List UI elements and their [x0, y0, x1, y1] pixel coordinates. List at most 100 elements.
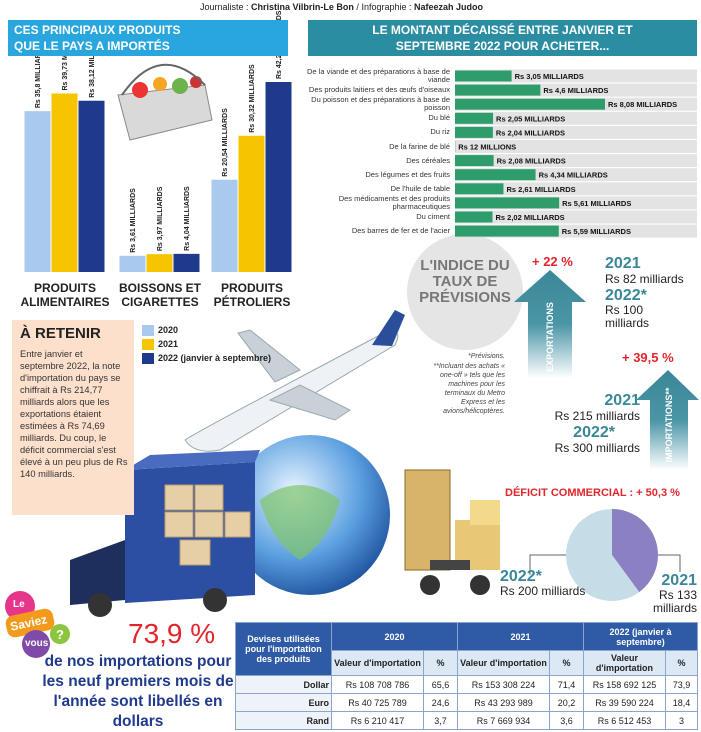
pie-slice — [566, 509, 640, 602]
table-cell: 3,6 — [549, 711, 584, 730]
basket-illustration — [117, 63, 213, 141]
category-label: De l'huile de table — [390, 183, 450, 193]
import-arrow — [636, 370, 699, 470]
import-arrow-label: IMPORTATIONS** — [664, 387, 674, 463]
table-cell: Devises utilisées pour l'importation des… — [235, 622, 332, 676]
category-label: Du ciment — [416, 212, 450, 221]
bar — [265, 82, 292, 272]
table-cell: Rs 108 708 786 — [331, 675, 424, 694]
bar — [455, 98, 605, 110]
value-label: Rs 12 MILLIONS — [458, 143, 516, 152]
bar — [455, 225, 559, 237]
table-cell: 65,6 — [423, 675, 458, 694]
bar — [51, 93, 78, 273]
category-label: De la viande et des préparations à base … — [306, 67, 450, 84]
did-you-know-badge — [5, 591, 70, 658]
table-cell: % — [423, 650, 458, 676]
pie-pointers — [529, 554, 681, 575]
table-cell: Rs 158 692 125 — [583, 675, 666, 694]
table-cell: Rs 39 590 224 — [583, 693, 666, 712]
table-cell: Rs 40 725 789 — [331, 693, 424, 712]
bar — [24, 111, 51, 272]
bar — [455, 70, 512, 82]
globe-land — [260, 485, 340, 560]
bar — [78, 100, 105, 272]
pie-category: 2021 — [661, 572, 697, 589]
bar — [455, 155, 494, 167]
chart-title: DÉFICIT COMMERCIAL : + 50,3 % — [505, 487, 680, 499]
table-cell: Rs 43 293 989 — [457, 693, 550, 712]
value-label: Rs 3,97 MILLIARDS — [157, 186, 164, 251]
legend-swatch — [142, 325, 154, 336]
key-points-text: Entre janvier et septembre 2022, la note… — [20, 349, 128, 479]
value-label: Rs 5,59 MILLIARDS — [562, 227, 631, 236]
credit-label: Journaliste : — [200, 2, 249, 12]
table-cell: Dollar — [235, 675, 332, 694]
category-label: Des légumes et des fruits — [365, 169, 450, 179]
category-label: PRODUITS PÉTROLIERS — [213, 281, 291, 309]
value-label: Rs 30,32 MILLIARDS — [249, 64, 256, 133]
table-cell: Rs 6 512 453 — [583, 711, 666, 730]
export-amount: Rs 82 milliards — [605, 272, 684, 286]
row-background — [455, 210, 697, 224]
legend-label: 2020 — [158, 325, 179, 335]
table-cell: 20,2 — [549, 693, 584, 712]
import-year: 2021 — [604, 392, 640, 409]
bar — [455, 126, 493, 138]
legend-label: 2022 (janvier à septembre) — [158, 353, 272, 363]
plane — [184, 310, 405, 452]
key-points-box — [12, 320, 134, 515]
import-change: + 39,5 % — [622, 350, 674, 365]
index-circle — [407, 234, 523, 350]
value-label: Rs 20,54 MILLIARDS — [222, 108, 229, 177]
pie-value-label: Rs 200 milliards — [500, 584, 586, 598]
credit-name: Christina Vilbrin-Le Bon — [251, 2, 354, 12]
category-label: Des barres de fer et de l'acier — [351, 226, 450, 236]
value-label: Rs 39,73 MILLIARDS — [62, 22, 69, 91]
export-year: 2021 — [605, 255, 641, 272]
key-points-title: À RETENIR — [20, 325, 101, 342]
bar — [455, 84, 541, 96]
value-label: Rs 3,05 MILLIARDS — [515, 72, 584, 81]
bar — [173, 253, 200, 272]
pie-value-label: Rs 133 milliards — [652, 588, 697, 615]
bar — [119, 255, 146, 272]
category-label: PRODUITS ALIMENTAIRES — [20, 281, 110, 309]
table-cell: Rs 7 669 934 — [457, 711, 550, 730]
table-cell: Rand — [235, 711, 332, 730]
legend-swatch — [142, 339, 154, 350]
table-cell: Valeur d'importation — [457, 650, 550, 676]
table-cell: 24,6 — [423, 693, 458, 712]
forklift — [404, 469, 500, 595]
value-label: Rs 8,08 MILLIARDS — [608, 100, 677, 109]
value-label: Rs 2,04 MILLIARDS — [496, 128, 565, 137]
credits: Journaliste : Christina Vilbrin-Le Bon /… — [200, 2, 483, 12]
value-label: Rs 2,02 MILLIARDS — [496, 213, 565, 222]
category-label: Du riz — [430, 127, 450, 137]
value-label: Rs 2,05 MILLIARDS — [496, 114, 565, 123]
value-label: Rs 4,04 MILLIARDS — [184, 186, 191, 251]
category-label: Des produits laitiers et des œufs d'oise… — [308, 85, 450, 95]
row-background — [455, 140, 697, 153]
currency-table: Devises utilisées pour l'importation des… — [235, 622, 698, 730]
value-label: Rs 4,34 MILLIARDS — [539, 171, 608, 180]
category-label: Du blé — [428, 113, 450, 123]
category-label: Du poisson et des préparations à base de… — [311, 95, 450, 113]
legend-label: 2021 — [158, 339, 179, 349]
row-background — [455, 182, 697, 196]
row-background — [455, 125, 697, 139]
bar — [238, 135, 265, 272]
value-label: Rs 4,6 MILLIARDS — [543, 86, 608, 95]
value-label: Rs 35,8 MILLIARDS — [35, 43, 42, 108]
chart-title-text: CES PRINCIPAUX PRODUITS QUE LE PAYS A IM… — [14, 23, 181, 53]
forecast-note: *Prévisions. — [468, 353, 505, 360]
import-amount: Rs 215 milliards — [554, 409, 640, 423]
bar — [455, 197, 560, 209]
truck — [70, 450, 260, 617]
import-year: 2022* — [573, 424, 615, 441]
chart-title: CES PRINCIPAUX PRODUITS QUE LE PAYS A IM… — [8, 20, 288, 56]
table-cell: 71,4 — [549, 675, 584, 694]
bar — [455, 112, 494, 124]
